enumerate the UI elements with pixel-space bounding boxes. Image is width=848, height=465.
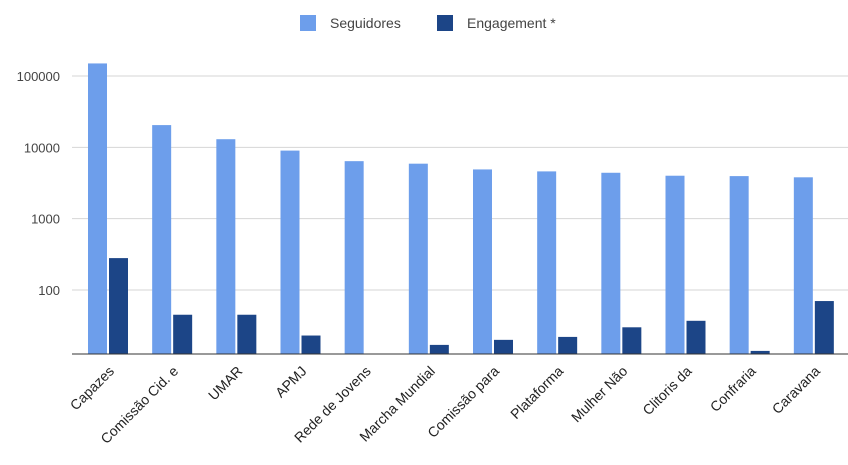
bar-seguidores-7 <box>537 171 557 354</box>
x-tick-label: UMAR <box>205 363 245 403</box>
bar-engagement-8 <box>622 327 642 354</box>
x-tick-label: Clitoris da <box>639 363 694 418</box>
bar-engagement-10 <box>750 350 770 354</box>
legend-swatch-seguidores <box>300 15 316 31</box>
bar-engagement-2 <box>237 314 257 354</box>
x-tick-label: Caravana <box>769 363 823 417</box>
legend: Seguidores Engagement * <box>300 15 556 31</box>
bar-seguidores-6 <box>473 169 492 354</box>
bar-seguidores-8 <box>601 172 621 354</box>
bar-seguidores-11 <box>793 177 813 354</box>
y-axis-ticks: 100 1000 10000 100000 <box>17 69 60 298</box>
y-tick-label: 1000 <box>31 212 60 227</box>
y-tick-label: 100 <box>38 283 60 298</box>
x-tick-label: Plataforma <box>507 363 566 422</box>
bar-engagement-9 <box>686 320 706 354</box>
gridlines <box>72 75 848 291</box>
bar-engagement-11 <box>814 301 834 354</box>
bar-seguidores-10 <box>729 176 749 354</box>
legend-swatch-engagement <box>437 15 453 31</box>
legend-label-engagement: Engagement * <box>467 15 556 31</box>
bars <box>88 63 834 355</box>
x-tick-label: Capazes <box>67 363 117 413</box>
bar-seguidores-0 <box>88 63 107 355</box>
bar-engagement-6 <box>494 339 513 354</box>
bar-seguidores-1 <box>152 125 172 354</box>
bar-seguidores-2 <box>216 139 236 354</box>
bar-engagement-7 <box>558 336 578 354</box>
legend-label-seguidores: Seguidores <box>330 15 401 31</box>
bar-seguidores-9 <box>665 175 685 354</box>
bar-engagement-0 <box>109 258 128 354</box>
x-tick-label: APMJ <box>272 363 310 401</box>
bar-seguidores-3 <box>280 150 300 354</box>
x-tick-label: Mulher Não <box>568 363 631 426</box>
y-tick-label: 10000 <box>24 140 60 155</box>
bar-engagement-5 <box>429 344 449 354</box>
x-tick-label: Confraria <box>707 363 759 415</box>
bar-engagement-3 <box>301 335 321 354</box>
bar-engagement-1 <box>173 314 193 354</box>
y-tick-label: 100000 <box>17 69 60 84</box>
bar-seguidores-4 <box>344 161 364 354</box>
bar-seguidores-5 <box>408 163 428 354</box>
